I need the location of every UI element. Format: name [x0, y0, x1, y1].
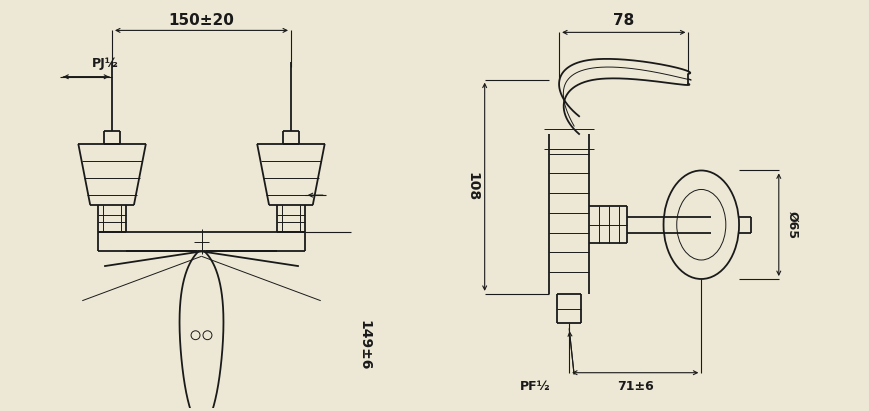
Text: 78: 78 — [613, 13, 634, 28]
Text: PJ½: PJ½ — [92, 58, 119, 70]
Text: 149±6: 149±6 — [357, 320, 371, 370]
Text: 150±20: 150±20 — [169, 13, 234, 28]
Text: 71±6: 71±6 — [616, 380, 653, 393]
Text: 108: 108 — [465, 172, 479, 201]
Text: Ø65: Ø65 — [786, 211, 799, 239]
Text: PF½: PF½ — [519, 380, 549, 393]
